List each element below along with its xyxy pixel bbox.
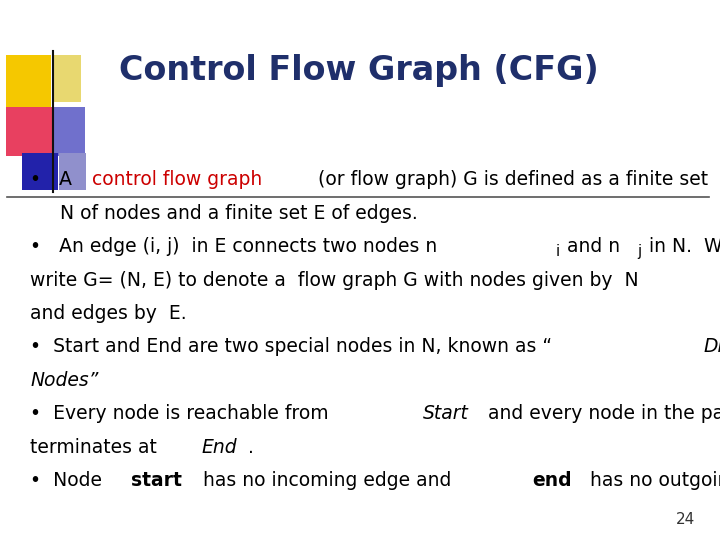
Text: i: i bbox=[556, 244, 560, 259]
Bar bbox=[22, 153, 58, 190]
Bar bbox=[59, 153, 86, 190]
Text: Start: Start bbox=[423, 404, 469, 423]
Text: N of nodes and a finite set E of edges.: N of nodes and a finite set E of edges. bbox=[30, 204, 418, 222]
Text: end: end bbox=[533, 471, 572, 490]
Text: has no incoming edge and: has no incoming edge and bbox=[197, 471, 457, 490]
Text: •  Start and End are two special nodes in N, known as “: • Start and End are two special nodes in… bbox=[30, 338, 552, 356]
Text: and every node in the path: and every node in the path bbox=[482, 404, 720, 423]
Text: j: j bbox=[637, 244, 642, 259]
Text: control flow graph: control flow graph bbox=[92, 170, 262, 189]
Text: 24: 24 bbox=[675, 511, 695, 526]
Text: (or flow graph) G is defined as a finite set: (or flow graph) G is defined as a finite… bbox=[312, 170, 708, 189]
Text: terminates at: terminates at bbox=[30, 438, 163, 457]
Text: and edges by  E.: and edges by E. bbox=[30, 304, 187, 323]
Text: write G= (N, E) to denote a  flow graph G with nodes given by  N: write G= (N, E) to denote a flow graph G… bbox=[30, 271, 639, 289]
Text: Control Flow Graph (CFG): Control Flow Graph (CFG) bbox=[119, 53, 598, 87]
Text: •  Every node is reachable from: • Every node is reachable from bbox=[30, 404, 335, 423]
Text: •   A: • A bbox=[30, 170, 78, 189]
Bar bbox=[53, 107, 85, 156]
Text: •  Node: • Node bbox=[30, 471, 108, 490]
Text: has no outgoing edge.: has no outgoing edge. bbox=[584, 471, 720, 490]
Bar bbox=[53, 55, 81, 102]
Text: .: . bbox=[248, 438, 253, 457]
Text: in N.  We often: in N. We often bbox=[643, 237, 720, 256]
Bar bbox=[6, 107, 60, 156]
Text: End: End bbox=[202, 438, 238, 457]
Bar bbox=[6, 55, 51, 108]
Text: start: start bbox=[131, 471, 181, 490]
Text: and n: and n bbox=[561, 237, 620, 256]
Text: Nodes”: Nodes” bbox=[30, 371, 99, 390]
Text: •   An edge (i, j)  in E connects two nodes n: • An edge (i, j) in E connects two nodes… bbox=[30, 237, 438, 256]
Text: Distinguished: Distinguished bbox=[703, 338, 720, 356]
